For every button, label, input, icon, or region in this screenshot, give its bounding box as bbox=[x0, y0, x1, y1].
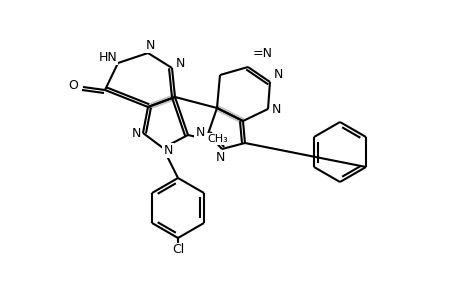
Text: N: N bbox=[215, 151, 224, 164]
Text: N: N bbox=[163, 143, 172, 157]
Text: =N: =N bbox=[252, 46, 272, 59]
Text: N: N bbox=[131, 127, 140, 140]
Text: N: N bbox=[273, 68, 282, 80]
Text: N: N bbox=[145, 38, 154, 52]
Text: N: N bbox=[175, 56, 184, 70]
Text: CH₃: CH₃ bbox=[207, 134, 228, 144]
Text: HN: HN bbox=[98, 50, 117, 64]
Text: N: N bbox=[195, 125, 204, 139]
Text: N: N bbox=[271, 103, 280, 116]
Text: O: O bbox=[68, 79, 78, 92]
Text: Cl: Cl bbox=[172, 244, 184, 256]
